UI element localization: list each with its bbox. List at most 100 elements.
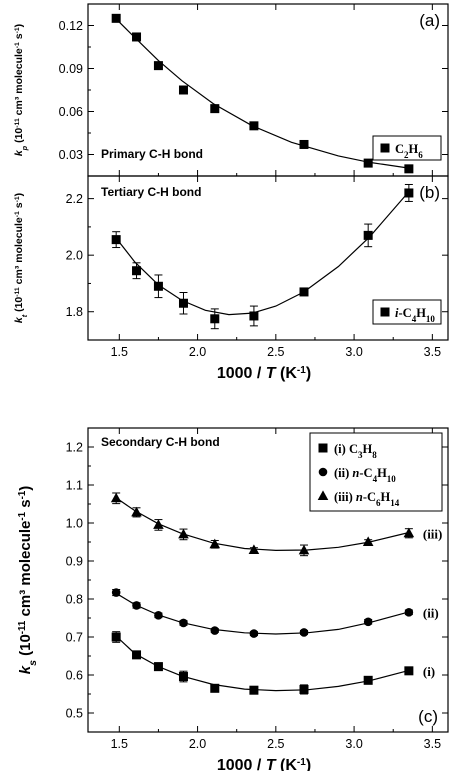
data-point [363, 617, 373, 627]
data-point [249, 685, 259, 695]
data-point [111, 235, 121, 245]
series-0 [111, 13, 414, 174]
x-tick-label: 2.0 [189, 737, 206, 751]
series-i: (i) [111, 631, 435, 695]
data-point [299, 628, 309, 637]
data-point [363, 230, 373, 240]
data-point [404, 608, 414, 617]
data-point [249, 629, 259, 638]
panel-label: (a) [419, 11, 440, 30]
data-point [178, 672, 188, 682]
fit-line [115, 592, 410, 635]
data-point [210, 104, 220, 114]
data-point [209, 538, 221, 549]
x-tick-label: 3.0 [345, 345, 362, 359]
x-axis-label: 1000 / T (K-1) [217, 365, 311, 383]
x-tick-label: 2.5 [267, 737, 284, 751]
legend-label: (i) C3H8 [334, 442, 377, 460]
series-iii: (iii) [110, 492, 443, 557]
legend-label: (ii) n-C4H10 [334, 466, 396, 484]
panel-label: (c) [418, 707, 438, 726]
annotation-label: Secondary C-H bond [101, 435, 220, 449]
data-point [110, 492, 122, 503]
panel-label: (b) [419, 183, 440, 202]
y-tick-label: 0.06 [59, 105, 83, 119]
y-tick-label: 0.9 [66, 555, 83, 569]
data-point [132, 32, 142, 42]
legend-marker [317, 490, 329, 500]
data-point [248, 544, 260, 554]
data-point [249, 121, 259, 131]
data-point [153, 662, 163, 672]
x-tick-label: 3.0 [345, 737, 362, 751]
legend-marker [318, 467, 328, 477]
series-label: (ii) [423, 605, 439, 620]
x-tick-label: 3.5 [424, 345, 441, 359]
data-point [131, 506, 142, 517]
data-point [404, 164, 414, 174]
legend-marker [318, 443, 328, 453]
y-tick-label: 0.03 [59, 148, 83, 162]
data-point [299, 139, 309, 149]
y-tick-label: 2.0 [66, 249, 83, 263]
x-tick-label: 2.5 [267, 345, 284, 359]
data-point [210, 683, 220, 693]
data-point [132, 650, 142, 660]
y-tick-label: 0.6 [66, 669, 83, 683]
data-point [210, 626, 220, 635]
y-axis-label: ks (10-11 cm³ molecule-1 s-1) [17, 486, 40, 675]
data-point [178, 528, 189, 539]
y-tick-label: 1.2 [66, 441, 83, 455]
fit-line [115, 497, 410, 552]
x-tick-label: 2.0 [189, 345, 206, 359]
legend: i-C4H10 [372, 299, 442, 325]
x-tick-label: 1.5 [111, 345, 128, 359]
data-point [111, 13, 121, 23]
panel-a: 0.03 0.06 0.09 0.12 kp (10-11 cm³ molecule-1… [13, 3, 449, 177]
y-tick-label: 1.0 [66, 517, 83, 531]
x-tick-label: 3.5 [424, 737, 441, 751]
legend-label: (iii) n-C6H14 [334, 490, 400, 508]
data-point [403, 527, 415, 538]
data-point [111, 632, 121, 642]
data-point [363, 675, 373, 685]
legend-label: C2H6 [395, 142, 423, 160]
fit-line [115, 18, 409, 169]
annotation-label: Primary C-H bond [101, 147, 203, 161]
data-point [132, 601, 141, 610]
data-point [179, 618, 188, 628]
legend-box [309, 432, 443, 512]
y-tick-label: 2.2 [66, 192, 83, 206]
data-point [132, 266, 142, 276]
x-tick-label: 1.5 [111, 737, 128, 751]
data-point [153, 281, 163, 291]
plot-frame [87, 175, 449, 341]
data-point [404, 188, 414, 198]
y-tick-label: 0.8 [66, 593, 83, 607]
data-point [299, 684, 309, 694]
panel-c: 0.5 0.6 0.7 0.8 0.9 1.0 1.1 1.2 1.5 2.0 2.5 3.0 3.5 1… [17, 427, 449, 771]
fit-line [115, 191, 410, 316]
data-point [153, 519, 164, 529]
data-point [362, 536, 374, 546]
series-ii: (ii) [111, 588, 439, 638]
legend: (i) C3H8 (ii) n-C4H10 (iii) n-C6H14 [309, 432, 443, 512]
y-tick-label: 0.12 [59, 19, 83, 33]
fit-line [115, 635, 410, 692]
data-point [178, 85, 188, 95]
series-0 [111, 183, 414, 330]
data-point [299, 287, 309, 297]
y-tick-label: 1.1 [66, 479, 83, 493]
data-point [404, 666, 414, 676]
y-tick-label: 0.7 [66, 631, 83, 645]
data-point [210, 314, 220, 324]
panel-b: 1.8 2.0 2.2 1.5 2.0 2.5 3.0 3.5 1000 / T (K-1) kt… [13, 175, 449, 383]
legend-label: i-C4H10 [395, 306, 435, 324]
legend-marker [380, 143, 390, 153]
data-point [178, 298, 188, 308]
data-point [298, 544, 310, 555]
data-point [153, 61, 163, 71]
series-label: (iii) [423, 526, 443, 541]
series-label: (i) [423, 664, 435, 679]
